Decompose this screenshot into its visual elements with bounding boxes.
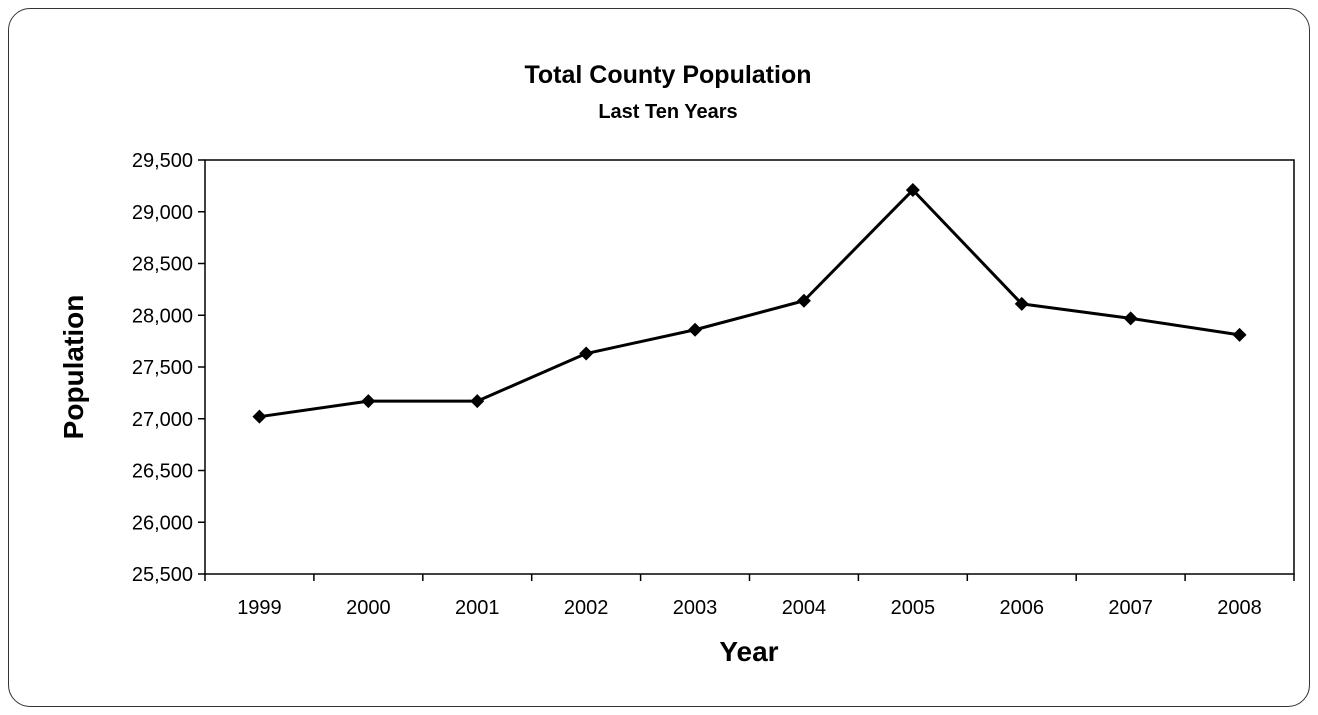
chart-subtitle: Last Ten Years [598, 101, 737, 123]
data-point-diamond [252, 409, 267, 424]
x-tick-label: 2002 [564, 597, 609, 619]
y-tick-label: 25,500 [132, 564, 193, 586]
x-tick-label: 2008 [1217, 597, 1262, 619]
x-tick-label: 2004 [782, 597, 827, 619]
data-point-diamond [688, 322, 703, 337]
x-axis: 1999 2000 2001 2002 2003 2004 2005 2006 2007 2008 [204, 574, 1295, 619]
data-point-diamond [1123, 311, 1138, 326]
x-tick-label: 2000 [346, 597, 391, 619]
x-tick-label: 1999 [237, 597, 282, 619]
x-axis-label: Year [719, 636, 778, 667]
y-tick-label: 29,000 [132, 202, 193, 224]
series-line [259, 188, 1240, 419]
y-tick-label: 29,500 [132, 150, 193, 172]
x-tick-label: 2001 [455, 597, 500, 619]
y-tick-label: 27,500 [132, 357, 193, 379]
data-point-diamond [905, 183, 920, 198]
y-axis: 25,500 26,000 26,500 27,000 27,500 28,000 28,5… [132, 150, 205, 586]
plot-area [204, 159, 1295, 575]
series-group [252, 183, 1247, 424]
data-point-diamond [1232, 327, 1247, 342]
y-tick-label: 27,000 [132, 409, 193, 431]
y-tick-label: 28,500 [132, 254, 193, 276]
y-axis-label: Population [58, 295, 89, 440]
data-point-diamond [361, 394, 376, 409]
x-tick-label: 2005 [891, 597, 936, 619]
data-point-diamond [579, 346, 594, 361]
x-tick-label: 2007 [1108, 597, 1153, 619]
x-tick-label: 2006 [1000, 597, 1045, 619]
data-point-diamond [796, 293, 811, 308]
x-tick-label: 2003 [673, 597, 718, 619]
data-point-diamond [470, 394, 485, 409]
y-tick-label: 26,500 [132, 461, 193, 483]
y-tick-label: 26,000 [132, 512, 193, 534]
chart-title: Total County Population [525, 61, 812, 89]
data-point-diamond [1014, 296, 1029, 311]
y-tick-label: 28,000 [132, 305, 193, 327]
